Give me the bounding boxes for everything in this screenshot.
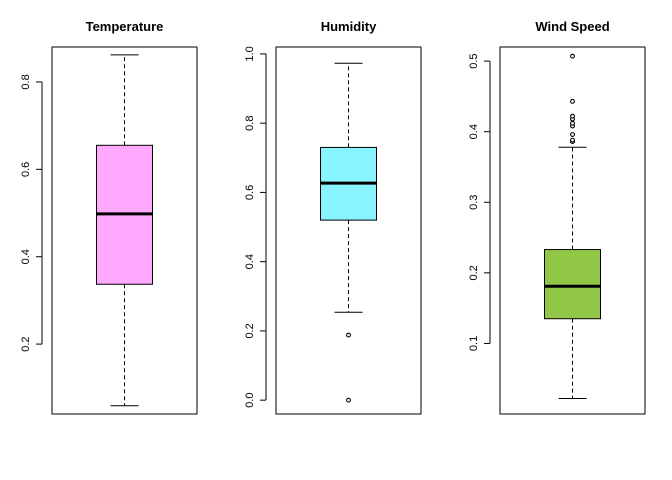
plot-frame <box>51 46 198 415</box>
outlier-point <box>570 137 575 143</box>
outlier-point <box>570 98 575 104</box>
y-tick-label: 0.2 <box>244 323 256 338</box>
plot-frame <box>499 46 646 415</box>
outlier-point <box>570 113 575 119</box>
plot-frame <box>275 46 422 415</box>
outlier-point <box>346 397 351 403</box>
y-tick-label: 0.8 <box>244 116 256 131</box>
panel-temperature: Temperature 0.2 0.4 0.6 0.8 <box>20 19 198 415</box>
outlier-point <box>570 120 575 126</box>
y-tick-label: 0.1 <box>468 336 480 351</box>
outlier-point <box>570 53 575 59</box>
y-tick-label: 0.4 <box>468 124 480 139</box>
y-tick-label: 1.0 <box>244 46 256 61</box>
y-tick-label: 0.4 <box>20 249 32 264</box>
iqr-box <box>544 249 601 320</box>
outlier-point <box>570 132 575 137</box>
y-tick-label: 0.8 <box>20 74 32 89</box>
panel-title: Humidity <box>321 19 377 34</box>
y-tick-label: 0.6 <box>20 162 32 177</box>
y-tick-label: 0.0 <box>244 393 256 408</box>
outlier-point <box>346 332 351 338</box>
panel-title: Wind Speed <box>535 19 609 34</box>
panel-title: Temperature <box>86 19 164 34</box>
y-tick-label: 0.5 <box>468 53 480 68</box>
y-tick-label: 0.2 <box>468 265 480 280</box>
y-tick-label: 0.3 <box>468 195 480 210</box>
panel-humidity: Humidity 0.0 0.2 0.4 0.6 0.8 1.0 <box>244 19 422 415</box>
y-tick-label: 0.6 <box>244 185 256 200</box>
panel-wind-speed: Wind Speed 0.1 0.2 0.3 0.4 0.5 <box>468 19 646 415</box>
y-tick-label: 0.2 <box>20 336 32 351</box>
y-tick-label: 0.4 <box>244 254 256 269</box>
